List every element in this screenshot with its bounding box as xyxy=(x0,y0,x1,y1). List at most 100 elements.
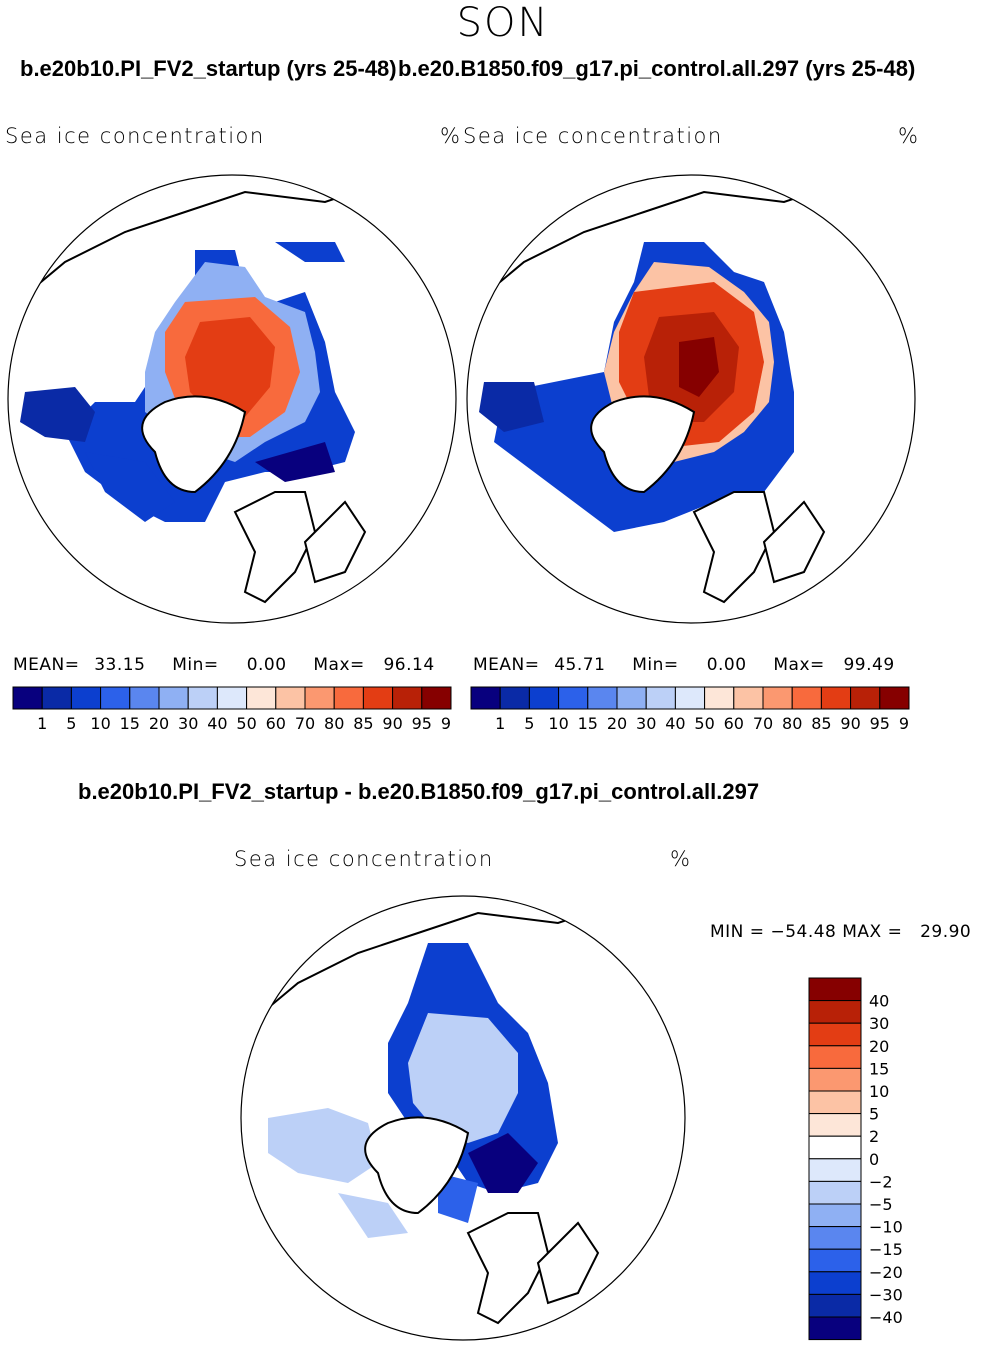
colorbar-tick-label: 10 xyxy=(90,714,110,733)
colorbar-box xyxy=(704,686,735,710)
panel1-mean-label: MEAN= xyxy=(13,655,80,675)
colorbar-box xyxy=(808,1316,862,1341)
colorbar-tick-label: 80 xyxy=(782,714,802,733)
diff-variable-label: Sea ice concentration xyxy=(234,847,494,871)
colorbar-box xyxy=(470,686,501,710)
panel2-max-label: Max= xyxy=(773,655,825,675)
colorbar-tick-label: 40 xyxy=(207,714,227,733)
colorbar-box xyxy=(808,1180,862,1205)
colorbar-tick-label: −30 xyxy=(869,1285,903,1304)
panel2-polar-map xyxy=(466,174,916,624)
colorbar-box xyxy=(808,1293,862,1318)
colorbar-box xyxy=(808,1271,862,1295)
colorbar-box xyxy=(499,686,530,710)
panel1-min-value: 0.00 xyxy=(246,655,287,675)
colorbar-tick-label: 97 xyxy=(441,714,452,733)
colorbar-box xyxy=(808,1113,862,1137)
colorbar-tick-label: −2 xyxy=(869,1172,893,1191)
colorbar-tick-label: 15 xyxy=(120,714,140,733)
colorbar-box xyxy=(850,686,881,710)
difference-polar-map xyxy=(240,895,686,1341)
colorbar-tick-label: 5 xyxy=(869,1105,879,1124)
colorbar-tick-label: 15 xyxy=(869,1059,889,1078)
colorbar-tick-label: −5 xyxy=(869,1195,893,1214)
colorbar-tick-label: 10 xyxy=(869,1082,889,1101)
colorbar-tick-label: 80 xyxy=(324,714,344,733)
colorbar-box xyxy=(129,686,160,710)
colorbar-box xyxy=(558,686,589,710)
colorbar-tick-label: 0 xyxy=(869,1150,879,1169)
colorbar-tick-label: −10 xyxy=(869,1218,903,1237)
colorbar-tick-label: 40 xyxy=(869,992,889,1011)
colorbar-tick-label: 50 xyxy=(236,714,256,733)
colorbar-box xyxy=(100,686,131,710)
panel2-min-value: 0.00 xyxy=(706,655,747,675)
panel1-polar-map xyxy=(7,174,457,624)
colorbar-tick-label: 5 xyxy=(66,714,76,733)
colorbar-tick-label: 30 xyxy=(636,714,656,733)
panel2-variable-label: Sea ice concentration xyxy=(463,124,723,148)
colorbar-box xyxy=(808,1158,862,1182)
colorbar-box xyxy=(808,1203,862,1228)
colorbar-box xyxy=(616,686,647,710)
colorbar-tick-label: 85 xyxy=(811,714,831,733)
panel2-min-label: Min= xyxy=(632,655,679,675)
colorbar-box xyxy=(275,686,306,710)
colorbar-tick-label: 97 xyxy=(899,714,910,733)
colorbar-box xyxy=(808,1248,862,1273)
colorbar-box xyxy=(421,686,452,710)
colorbar-tick-label: 70 xyxy=(753,714,773,733)
colorbar-tick-label: 30 xyxy=(869,1014,889,1033)
colorbar-box xyxy=(674,686,706,710)
colorbar-tick-label: 70 xyxy=(295,714,315,733)
colorbar-tick-label: 40 xyxy=(665,714,685,733)
panel1-stats: MEAN= 33.15 Min= 0.00 Max= 96.14 xyxy=(13,655,435,675)
difference-title: b.e20b10.PI_FV2_startup - b.e20.B1850.f0… xyxy=(78,779,760,804)
colorbar-tick-label: 15 xyxy=(578,714,598,733)
colorbar-tick-label: 60 xyxy=(266,714,286,733)
panel1-max-label: Max= xyxy=(313,655,365,675)
colorbar-box xyxy=(70,686,102,710)
colorbar-tick-label: 85 xyxy=(353,714,373,733)
panel1-units-label: % xyxy=(440,124,462,148)
colorbar-box xyxy=(762,686,793,710)
colorbar-box xyxy=(808,1226,862,1250)
colorbar-tick-label: 95 xyxy=(870,714,890,733)
panel2-mean-label: MEAN= xyxy=(473,655,540,675)
colorbar-tick-label: 20 xyxy=(869,1037,889,1056)
colorbar-box xyxy=(808,1022,862,1047)
colorbar-box xyxy=(528,686,560,710)
colorbar-tick-label: 60 xyxy=(724,714,744,733)
colorbar-box xyxy=(587,686,618,710)
colorbar-tick-label: 5 xyxy=(524,714,534,733)
colorbar-box xyxy=(12,686,43,710)
panel1-variable-label: Sea ice concentration xyxy=(5,124,265,148)
colorbar-tick-label: −40 xyxy=(869,1308,903,1327)
panel1-mean-value: 33.15 xyxy=(94,655,146,675)
colorbar-box xyxy=(246,686,277,710)
colorbar-box xyxy=(216,686,248,710)
panel2-mean-value: 45.71 xyxy=(554,655,606,675)
colorbar-box xyxy=(362,686,394,710)
season-title: SON xyxy=(456,0,550,46)
colorbar-tick-label: 50 xyxy=(694,714,714,733)
colorbar-tick-label: 10 xyxy=(548,714,568,733)
colorbar-tick-label: 20 xyxy=(149,714,169,733)
colorbar-tick-label: 30 xyxy=(178,714,198,733)
colorbar-box xyxy=(187,686,218,710)
colorbar-box xyxy=(879,686,910,710)
colorbar-box xyxy=(820,686,852,710)
case2-title: b.e20.B1850.f09_g17.pi_control.all.297 (… xyxy=(398,56,916,81)
diff-min-max-stats: MIN = −54.48 MAX = 29.90 xyxy=(710,922,972,942)
colorbar-box xyxy=(41,686,72,710)
colorbar-tick-label: 95 xyxy=(412,714,432,733)
panel2-units-label: % xyxy=(898,124,920,148)
panel1-colorbar: 15 10 15 20 30 40 50 60 70 80 85 90 95 97 xyxy=(12,686,452,733)
panel2-stats: MEAN= 45.71 Min= 0.00 Max= 99.49 xyxy=(473,655,895,675)
colorbar-box xyxy=(645,686,676,710)
colorbar-box xyxy=(733,686,764,710)
panel1-min-label: Min= xyxy=(172,655,219,675)
colorbar-box xyxy=(808,1135,862,1160)
colorbar-tick-label: −20 xyxy=(869,1263,903,1282)
